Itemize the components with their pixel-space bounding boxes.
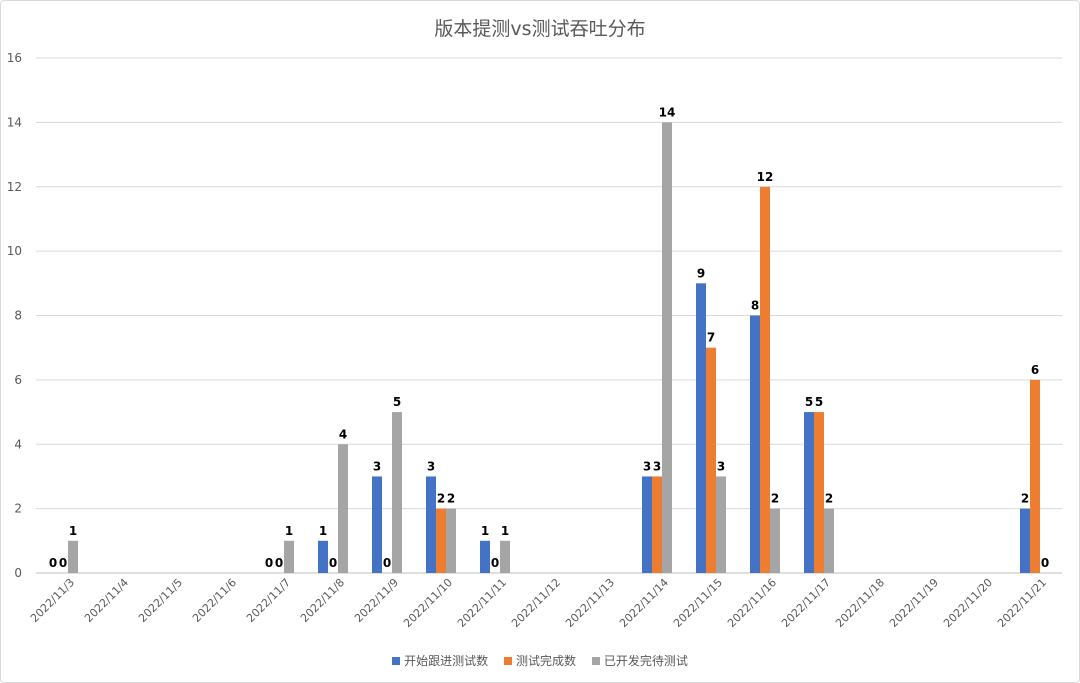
y-tick-label-0: 0 (14, 566, 22, 580)
bar-s2-c6 (392, 412, 402, 573)
y-tick-label-1: 2 (14, 502, 22, 516)
data-label-s1-c6: 0 (383, 556, 391, 570)
legend-label-2: 已开发完待测试 (603, 654, 688, 668)
x-tick-label-3: 2022/11/6 (190, 576, 239, 625)
data-label-s2-c13: 2 (771, 492, 779, 506)
x-tick-label-17: 2022/11/20 (941, 576, 995, 630)
data-label-s0-c0: 0 (49, 556, 57, 570)
x-tick-label-1: 2022/11/4 (82, 576, 131, 625)
legend-label-0: 开始跟进测试数 (404, 654, 489, 668)
legend-swatch-2 (591, 657, 600, 665)
data-label-s2-c0: 1 (69, 524, 77, 538)
x-tick-label-6: 2022/11/9 (352, 576, 401, 625)
data-label-s2-c6: 5 (393, 395, 401, 409)
bar-s0-c12 (696, 283, 706, 573)
data-label-s2-c14: 2 (825, 492, 833, 506)
legend-label-1: 测试完成数 (515, 654, 576, 668)
data-label-s1-c11: 3 (653, 459, 661, 473)
bar-s2-c5 (338, 444, 348, 573)
legend-item-series-2: 已开发完待测试 (591, 652, 688, 669)
y-tick-label-5: 10 (7, 244, 22, 258)
y-tick-label-2: 4 (14, 437, 22, 451)
x-tick-label-9: 2022/11/12 (509, 576, 563, 630)
data-label-s0-c14: 5 (805, 395, 813, 409)
legend-item-series-1: 测试完成数 (503, 652, 576, 669)
data-label-s2-c18: 0 (1041, 556, 1049, 570)
data-label-s2-c12: 3 (717, 459, 725, 473)
bar-s0-c6 (372, 476, 382, 573)
data-label-s2-c5: 4 (339, 427, 347, 441)
x-tick-label-15: 2022/11/18 (833, 576, 887, 630)
data-label-s0-c7: 3 (427, 459, 435, 473)
bar-s2-c4 (284, 540, 294, 573)
bar-s0-c11 (642, 476, 652, 573)
y-tick-label-7: 14 (7, 115, 22, 129)
bar-s1-c12 (706, 347, 716, 573)
data-label-s0-c8: 1 (481, 524, 489, 538)
chart-title: 版本提测vs测试吞吐分布 (434, 18, 646, 40)
y-tick-label-4: 8 (14, 309, 22, 323)
data-label-s0-c11: 3 (643, 459, 651, 473)
bar-s1-c18 (1030, 379, 1040, 573)
x-tick-label-8: 2022/11/11 (455, 576, 509, 630)
bar-s0-c14 (804, 412, 814, 573)
data-label-s0-c18: 2 (1021, 492, 1029, 506)
bar-s2-c8 (500, 540, 510, 573)
bar-s0-c13 (750, 315, 760, 573)
x-tick-label-12: 2022/11/15 (671, 576, 725, 630)
data-label-s1-c0: 0 (59, 556, 67, 570)
x-tick-label-0: 2022/11/3 (28, 576, 77, 625)
legend-swatch-0 (392, 657, 401, 665)
y-tick-label-6: 12 (7, 180, 22, 194)
data-label-s1-c7: 2 (437, 492, 445, 506)
bar-s2-c0 (68, 540, 78, 573)
x-tick-label-14: 2022/11/17 (779, 576, 833, 630)
x-tick-label-10: 2022/11/13 (563, 576, 617, 630)
data-label-s1-c13: 12 (757, 170, 774, 184)
bar-s0-c18 (1020, 508, 1030, 573)
bar-s2-c12 (716, 476, 726, 573)
legend-swatch-1 (503, 657, 512, 665)
data-label-s2-c4: 1 (285, 524, 293, 538)
bar-s2-c14 (824, 508, 834, 573)
bar-s0-c8 (480, 540, 490, 573)
data-label-s0-c13: 8 (751, 299, 759, 313)
x-tick-label-4: 2022/11/7 (244, 576, 293, 625)
x-tick-label-18: 2022/11/21 (995, 576, 1049, 630)
data-label-s1-c12: 7 (707, 331, 715, 345)
legend: 开始跟进测试数 测试完成数 已开发完待测试 (0, 652, 1080, 669)
x-tick-label-5: 2022/11/8 (298, 576, 347, 625)
data-label-s0-c5: 1 (319, 524, 327, 538)
bar-s2-c7 (446, 508, 456, 573)
x-tick-label-11: 2022/11/14 (617, 576, 671, 630)
bar-s2-c11 (662, 122, 672, 573)
x-tick-label-13: 2022/11/16 (725, 576, 779, 630)
legend-item-series-0: 开始跟进测试数 (392, 652, 488, 669)
bar-s1-c13 (760, 186, 770, 573)
y-tick-label-3: 6 (14, 373, 22, 387)
bar-s0-c7 (426, 476, 436, 573)
data-label-s2-c11: 14 (659, 105, 676, 119)
bar-s1-c7 (436, 508, 446, 573)
data-label-s1-c14: 5 (815, 395, 823, 409)
data-label-s1-c4: 0 (275, 556, 283, 570)
data-label-s1-c5: 0 (329, 556, 337, 570)
y-tick-label-8: 16 (7, 51, 22, 65)
bar-s1-c11 (652, 476, 662, 573)
bar-s1-c14 (814, 412, 824, 573)
data-label-s2-c7: 2 (447, 492, 455, 506)
bar-s2-c13 (770, 508, 780, 573)
bar-s0-c5 (318, 540, 328, 573)
x-tick-label-16: 2022/11/19 (887, 576, 941, 630)
data-label-s0-c12: 9 (697, 266, 705, 280)
data-label-s1-c18: 6 (1031, 363, 1039, 377)
data-label-s2-c8: 1 (501, 524, 509, 538)
data-label-s0-c6: 3 (373, 459, 381, 473)
x-tick-label-2: 2022/11/5 (136, 576, 185, 625)
data-label-s1-c8: 0 (491, 556, 499, 570)
x-tick-label-7: 2022/11/10 (401, 576, 455, 630)
data-label-s0-c4: 0 (265, 556, 273, 570)
